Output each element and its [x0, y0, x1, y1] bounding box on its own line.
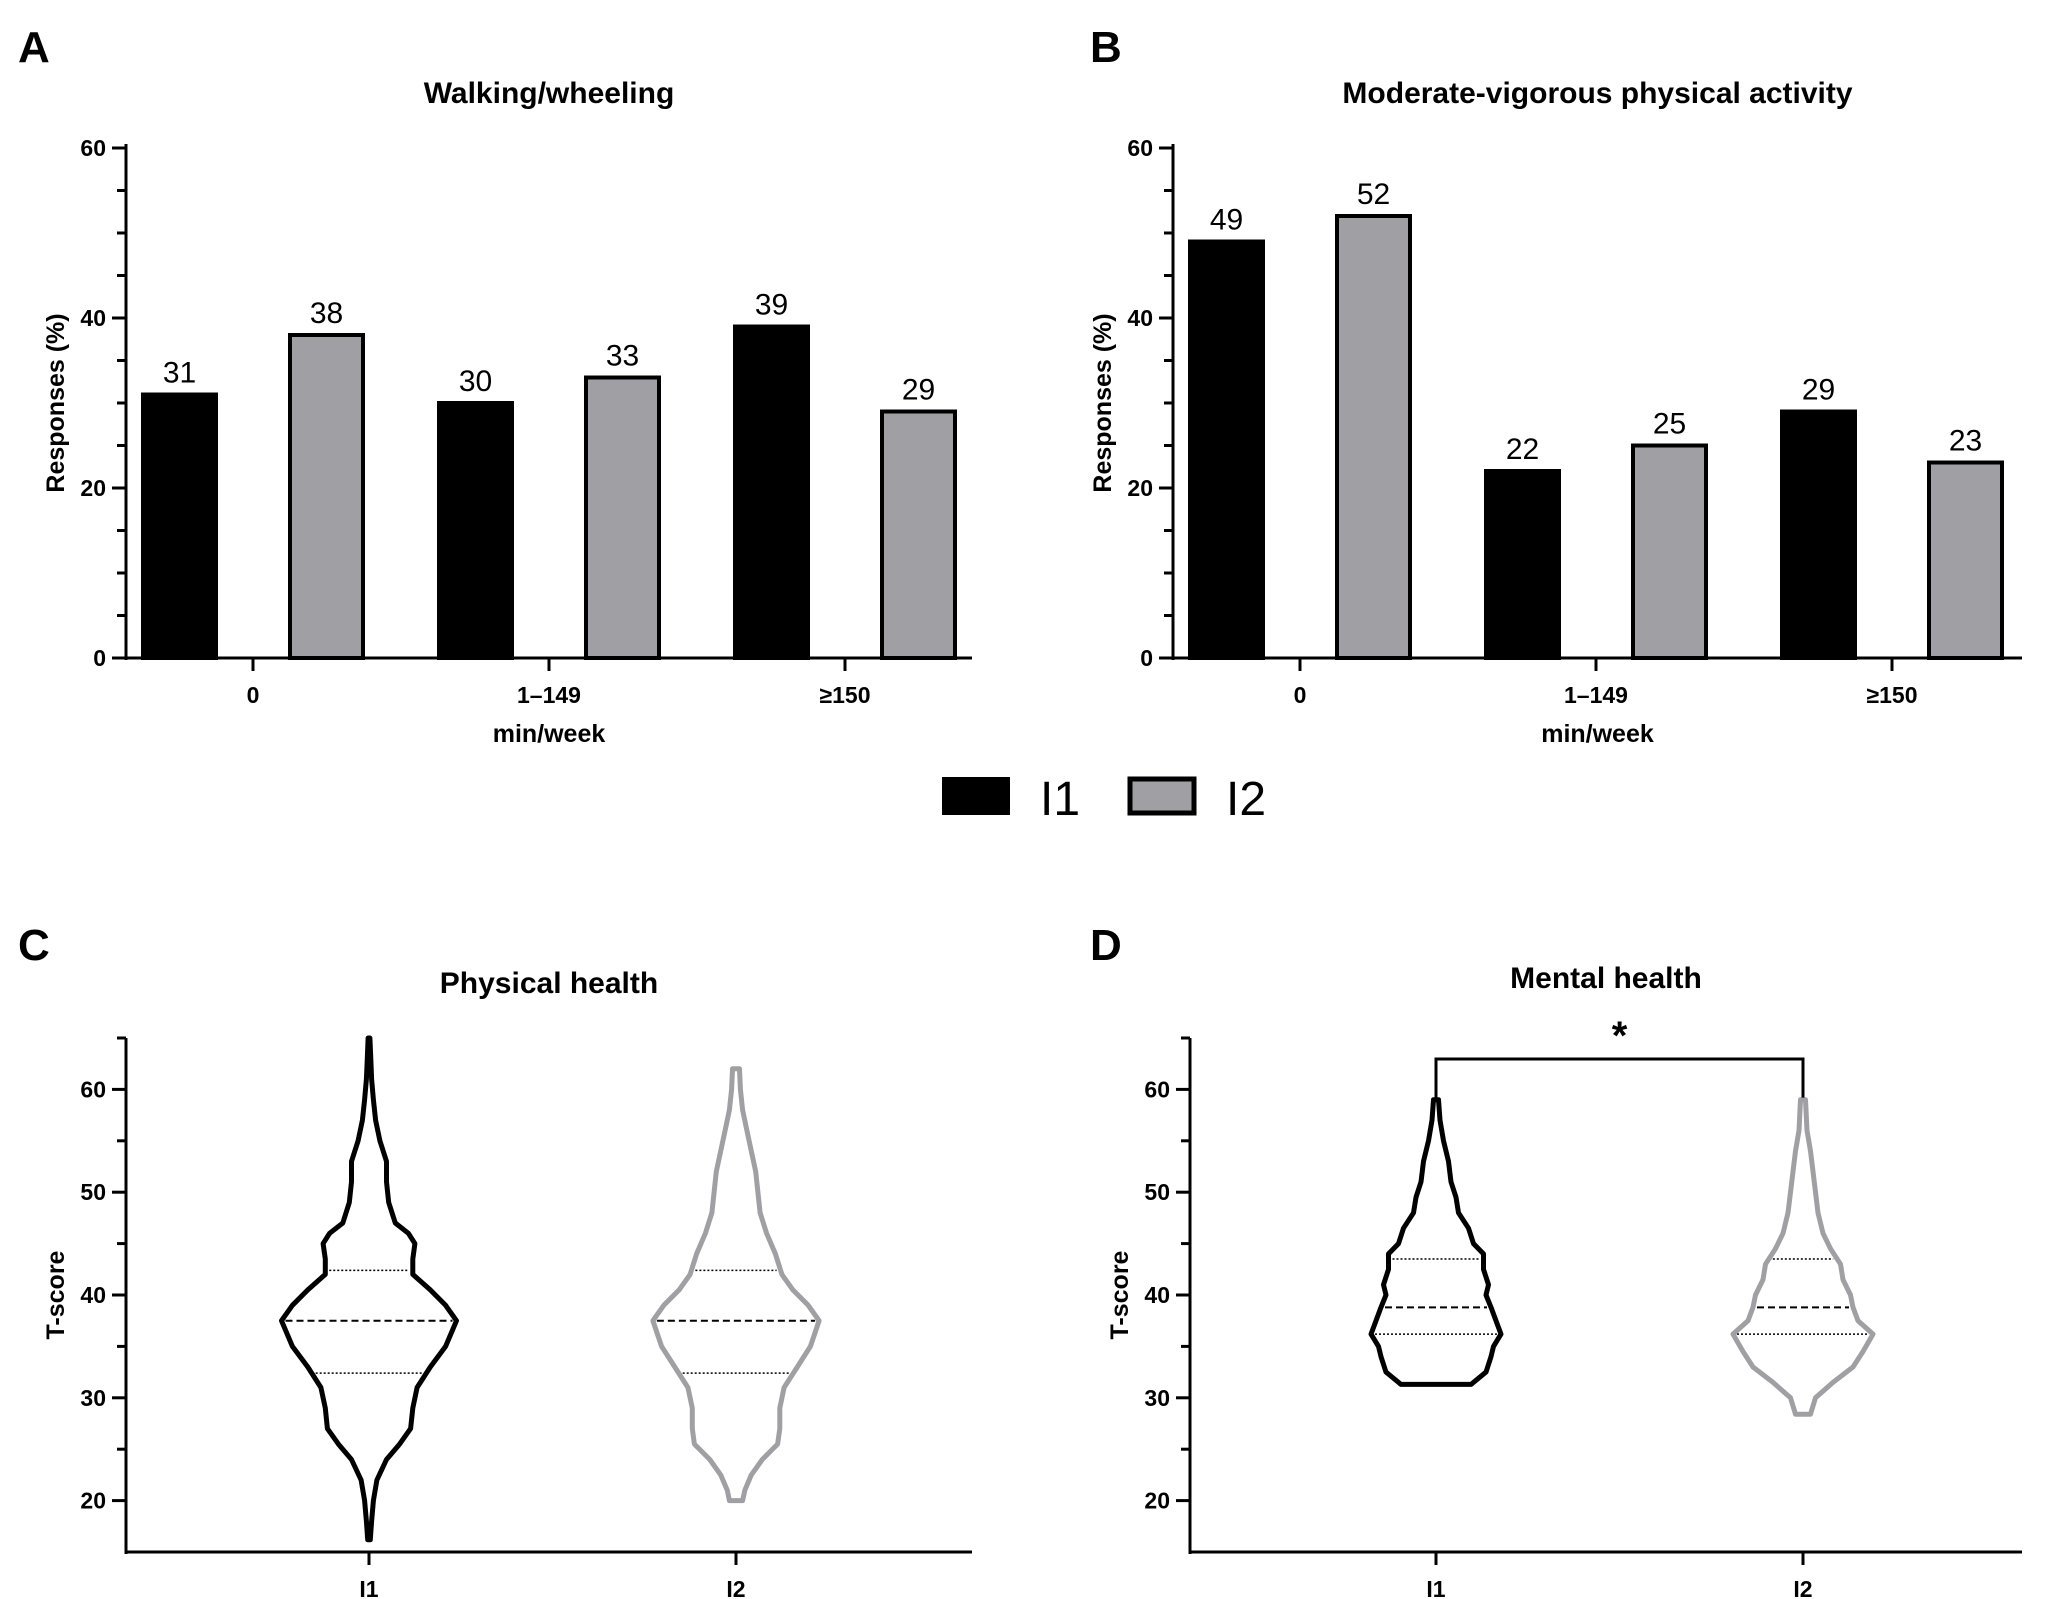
- y-tick-label: 20: [1127, 475, 1153, 501]
- bar-value-label: 33: [606, 340, 639, 373]
- bar-i2: [584, 375, 661, 660]
- y-tick-label: 30: [1144, 1385, 1170, 1411]
- bar-i2: [288, 333, 365, 660]
- y-tick-label: 40: [80, 1282, 106, 1308]
- y-tick-label: 20: [80, 1488, 106, 1514]
- chart-title: Walking/wheeling: [424, 77, 675, 110]
- y-tick-label: 40: [80, 305, 106, 331]
- x-tick-label: 1–149: [517, 682, 581, 708]
- bar-i2: [1335, 214, 1412, 660]
- violin-i1: [279, 1035, 459, 1543]
- chart-title: Mental health: [1510, 962, 1702, 995]
- legend-swatch-i2: [1127, 776, 1197, 816]
- y-tick-label: 50: [80, 1179, 106, 1205]
- panel-letter-a: A: [18, 23, 50, 72]
- x-tick-label: ≥150: [820, 682, 871, 708]
- bar-i1: [1780, 409, 1857, 660]
- chart-title: Physical health: [440, 967, 658, 1000]
- x-axis-label: min/week: [1541, 720, 1654, 748]
- bar-value-label: 39: [755, 289, 788, 322]
- legend-label-i2: I2: [1226, 773, 1266, 826]
- bar-i1: [1188, 239, 1265, 660]
- y-axis-label: T-score: [42, 1250, 70, 1339]
- bar-i2: [1631, 443, 1708, 660]
- bar-value-label: 22: [1506, 433, 1539, 466]
- chart-walking-wheeling: Walking/wheeling 0 20 40 60 Responses (%) min/…: [42, 77, 972, 748]
- y-tick-label: 0: [93, 645, 106, 671]
- y-tick-label: 0: [1140, 645, 1153, 671]
- bar-value-label: 29: [902, 374, 935, 407]
- significance-marker: *: [1612, 1014, 1628, 1058]
- x-tick-label: 1–149: [1564, 682, 1628, 708]
- y-axis-label: Responses (%): [1089, 313, 1117, 492]
- y-tick-label: 30: [80, 1385, 106, 1411]
- bar-i2: [880, 409, 957, 660]
- bar-value-label: 38: [310, 297, 343, 330]
- bar-value-label: 30: [459, 365, 492, 398]
- bar-i2: [1927, 460, 2004, 660]
- x-tick-label: 0: [247, 682, 260, 708]
- chart-mental-health: Mental health 20 30 40 50 60 T-score I1 I2 *: [1106, 962, 2022, 1599]
- bar-i1: [733, 324, 810, 660]
- y-tick-label: 60: [80, 1076, 106, 1102]
- y-tick-label: 60: [1144, 1076, 1170, 1102]
- panel-letter-c: C: [18, 921, 50, 970]
- x-tick-label: I2: [726, 1576, 745, 1599]
- legend-label-i1: I1: [1040, 773, 1080, 826]
- chart-physical-health: Physical health 20 30 40 50 60 T-score I1 I2: [42, 967, 972, 1599]
- bar-i1: [141, 392, 218, 660]
- y-tick-label: 60: [1127, 135, 1153, 161]
- bar-value-label: 23: [1949, 425, 1982, 458]
- bar-value-label: 31: [163, 357, 196, 390]
- significance-bracket: [1434, 1057, 1805, 1098]
- bar-value-label: 29: [1802, 374, 1835, 407]
- x-tick-label: I1: [359, 1576, 378, 1599]
- violin-i2: [1730, 1097, 1876, 1417]
- x-tick-label: I1: [1426, 1576, 1445, 1599]
- y-tick-label: 50: [1144, 1179, 1170, 1205]
- x-tick-label: ≥150: [1867, 682, 1918, 708]
- legend: I1 I2: [942, 773, 1266, 826]
- y-tick-label: 60: [80, 135, 106, 161]
- panel-letter-b: B: [1090, 23, 1122, 72]
- y-axis-label: T-score: [1106, 1250, 1134, 1339]
- bar-i1: [1484, 469, 1561, 660]
- bar-value-label: 52: [1357, 178, 1390, 211]
- chart-title: Moderate-vigorous physical activity: [1342, 77, 1852, 110]
- panel-letter-d: D: [1090, 921, 1122, 970]
- y-tick-label: 40: [1144, 1282, 1170, 1308]
- bar-value-label: 49: [1210, 204, 1243, 237]
- x-tick-label: 0: [1294, 682, 1307, 708]
- x-tick-label: I2: [1793, 1576, 1812, 1599]
- y-tick-label: 20: [1144, 1488, 1170, 1514]
- chart-moderate-vigorous-activity: Moderate-vigorous physical activity 0 20 40…: [1089, 77, 2022, 748]
- violin-i2: [650, 1066, 822, 1504]
- legend-swatch-i1: [942, 777, 1010, 815]
- x-axis-label: min/week: [493, 720, 606, 748]
- violin-i1: [1368, 1097, 1504, 1387]
- y-axis-label: Responses (%): [42, 313, 70, 492]
- bar-i1: [437, 401, 514, 660]
- bar-value-label: 25: [1653, 408, 1686, 441]
- y-tick-label: 40: [1127, 305, 1153, 331]
- y-tick-label: 20: [80, 475, 106, 501]
